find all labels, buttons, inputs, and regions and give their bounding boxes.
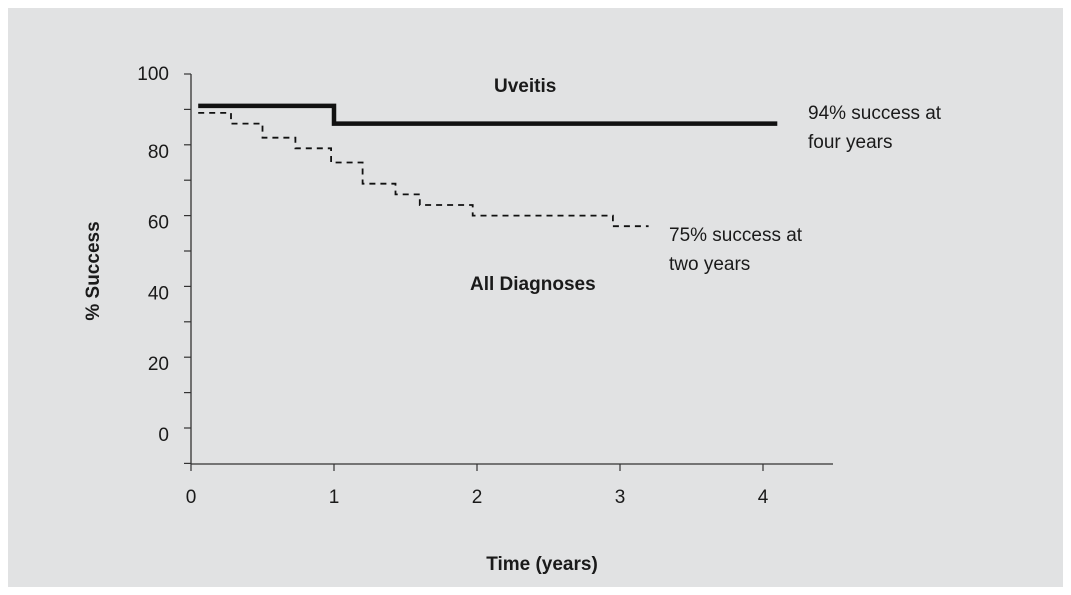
series-layer	[198, 103, 778, 228]
y-tick-label: 60	[148, 213, 169, 234]
survival-chart: 100 80 60 40 20 0 0 1 2 3 4 % Success Time (years)…	[83, 64, 942, 575]
y-axis-label: % Success	[83, 221, 104, 320]
x-tick-label: 3	[615, 487, 626, 508]
axes	[190, 74, 833, 465]
uveitis-success-note-line1: 94% success at	[808, 103, 942, 124]
x-tick-label: 0	[186, 487, 197, 508]
chart-panel: 100 80 60 40 20 0 0 1 2 3 4 % Success Time (years)…	[8, 8, 1063, 587]
y-tick-label: 0	[158, 425, 169, 446]
all-diagnoses-line	[198, 112, 649, 228]
x-tick-label: 4	[758, 487, 769, 508]
all-diagnoses-success-note-line2: two years	[669, 254, 750, 275]
all-diagnoses-label: All Diagnoses	[470, 274, 596, 295]
uveitis-line	[198, 103, 778, 126]
x-tick-label: 2	[472, 487, 483, 508]
x-tick-label: 1	[329, 487, 340, 508]
y-tick-label: 80	[148, 142, 169, 163]
uveitis-success-note-line2: four years	[808, 132, 892, 153]
y-tick-label: 20	[148, 354, 169, 375]
all-diagnoses-success-note-line1: 75% success at	[669, 225, 803, 246]
y-tick-label: 100	[137, 64, 169, 85]
y-tick-label: 40	[148, 283, 169, 304]
uveitis-label: Uveitis	[494, 76, 556, 97]
ticks: 100 80 60 40 20 0 0 1 2 3 4	[137, 64, 768, 508]
x-axis-label: Time (years)	[486, 554, 598, 575]
